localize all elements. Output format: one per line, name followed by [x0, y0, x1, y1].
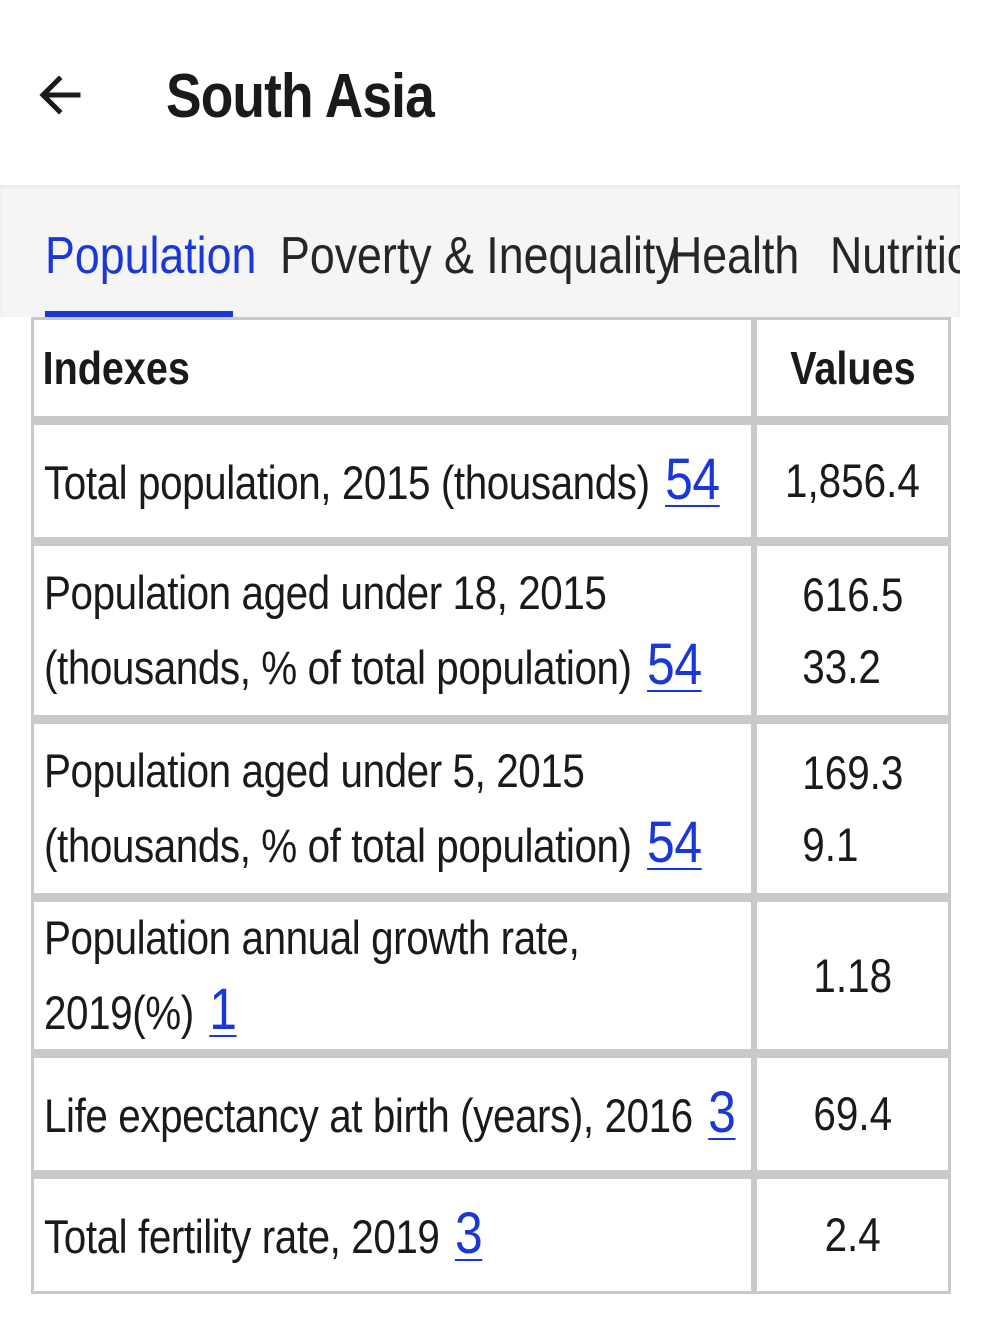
value-cell: 69.4	[754, 1052, 951, 1173]
index-cell: Population annual growth rate, 2019(%) 1	[31, 896, 755, 1052]
index-label: Life expectancy at birth (years), 2016	[44, 1088, 693, 1142]
reference-link[interactable]: 3	[708, 1079, 736, 1145]
reference-link[interactable]: 1	[209, 977, 237, 1042]
index-label: Population annual growth rate, 2019(%)	[44, 911, 580, 1039]
arrow-left-icon	[39, 75, 81, 115]
table-header-row: Indexes Values	[31, 317, 951, 419]
header-indexes: Indexes	[31, 317, 755, 419]
table-row: Population aged under 5, 2015 (thousands…	[31, 718, 951, 896]
index-cell: Total population, 2015 (thousands) 54	[31, 419, 755, 540]
tab-nutrition[interactable]: Nutritio	[830, 227, 960, 285]
index-cell: Population aged under 5, 2015 (thousands…	[31, 718, 755, 896]
tab-population[interactable]: Population	[45, 227, 257, 285]
table-row: Population aged under 18, 2015 (thousand…	[31, 540, 951, 718]
reference-link[interactable]: 54	[665, 446, 720, 512]
table-row: Life expectancy at birth (years), 2016 3 …	[31, 1052, 951, 1173]
page-title: South Asia	[166, 62, 435, 131]
app-bar: South Asia	[0, 0, 1000, 185]
value-cell: 616.5 33.2	[754, 540, 951, 718]
table-row: Total population, 2015 (thousands) 54 1,8…	[31, 419, 951, 540]
reference-link[interactable]: 54	[647, 632, 702, 697]
value-text: 1.18	[813, 948, 893, 1002]
index-cell: Population aged under 18, 2015 (thousand…	[31, 540, 755, 718]
index-label: Population aged under 5, 2015 (thousands…	[44, 744, 632, 872]
value-cell: 1.18	[754, 896, 951, 1052]
reference-link[interactable]: 3	[454, 1200, 483, 1266]
value-text: 616.5	[802, 567, 904, 621]
index-cell: Life expectancy at birth (years), 2016 3	[31, 1052, 755, 1173]
index-label: Total fertility rate, 2019	[44, 1209, 440, 1263]
value-cell: 169.3 9.1	[754, 718, 951, 896]
value-text: 1,856.4	[785, 454, 921, 507]
value-text: 33.2	[802, 639, 881, 693]
index-cell: Total fertility rate, 2019 3	[31, 1173, 755, 1294]
tab-bar: Population Poverty & Inequality Health N…	[0, 185, 960, 317]
tab-health[interactable]: Health	[670, 227, 800, 285]
value-text: 9.1	[802, 817, 859, 871]
header-values: Values	[754, 317, 951, 419]
reference-link[interactable]: 54	[647, 810, 702, 875]
tab-poverty-inequality[interactable]: Poverty & Inequality	[280, 227, 678, 285]
value-text: 2.4	[824, 1208, 881, 1261]
value-cell: 2.4	[754, 1173, 951, 1294]
back-button[interactable]	[30, 60, 90, 130]
index-label: Population aged under 18, 2015 (thousand…	[44, 566, 632, 694]
active-tab-indicator	[45, 311, 233, 317]
value-text: 69.4	[813, 1087, 893, 1140]
indexes-table: Indexes Values Total population, 2015 (t…	[31, 317, 951, 1294]
table-row: Total fertility rate, 2019 3 2.4	[31, 1173, 951, 1294]
table-row: Population annual growth rate, 2019(%) 1 …	[31, 896, 951, 1052]
value-cell: 1,856.4	[754, 419, 951, 540]
index-label: Total population, 2015 (thousands)	[44, 455, 650, 509]
value-text: 169.3	[802, 745, 904, 799]
